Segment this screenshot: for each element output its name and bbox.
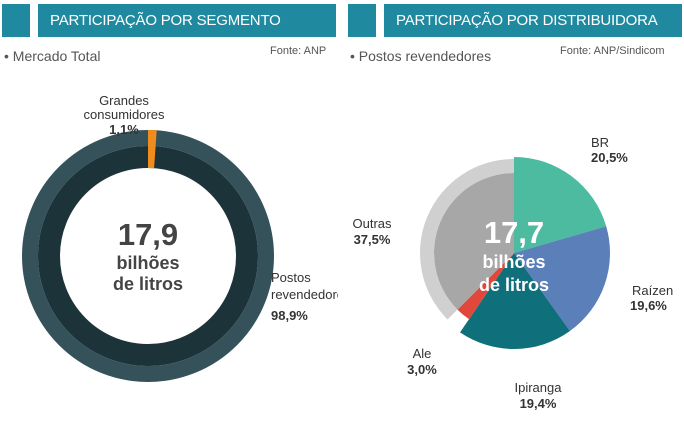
- slice-raizen: [514, 226, 610, 332]
- slice-label-outras: Outras: [352, 216, 392, 231]
- segment-source: Fonte: ANP: [270, 45, 327, 57]
- segment-center-line2: de litros: [113, 274, 183, 294]
- slice-value-ipiranga: 19,4%: [520, 396, 557, 411]
- slice-label-grandes-1: Grandes: [99, 93, 149, 108]
- slice-label-postos-1: Postos: [271, 270, 311, 285]
- slice-br: [514, 157, 607, 253]
- slice-value-ale: 3,0%: [407, 362, 437, 377]
- slice-label-ipiranga: Ipiranga: [515, 380, 563, 395]
- segment-header-bar: PARTICIPAÇÃO POR SEGMENTO: [2, 4, 336, 37]
- segment-subtitle: • Mercado Total: [4, 48, 101, 64]
- slice-value-grandes: 1,1%: [109, 122, 139, 137]
- slice-outras-rim: [420, 159, 514, 320]
- slice-label-ale: Ale: [413, 346, 432, 361]
- segment-donut-chart: 17,9 bilhões de litros Grandes consumido…: [22, 93, 338, 382]
- slice-value-outras: 37,5%: [354, 232, 391, 247]
- segment-center-number: 17,9: [118, 217, 178, 252]
- slice-ale: [457, 253, 514, 320]
- slice-label-raizen: Raízen: [632, 283, 673, 298]
- distributor-header-title: PARTICIPAÇÃO POR DISTRIBUIDORA: [396, 12, 658, 29]
- segment-header-title: PARTICIPAÇÃO POR SEGMENTO: [50, 12, 281, 29]
- slice-label-postos-2: revendedores: [271, 287, 338, 302]
- slice-value-postos: 98,9%: [271, 308, 308, 323]
- slice-value-br: 20,5%: [591, 150, 628, 165]
- slice-label-br: BR: [591, 135, 609, 150]
- segment-center-line1: bilhões: [116, 253, 179, 273]
- segment-panel: PARTICIPAÇÃO POR SEGMENTO • Mercado Tota…: [0, 0, 338, 442]
- slice-label-grandes-2: consumidores: [84, 107, 165, 122]
- distributor-header-bar: PARTICIPAÇÃO POR DISTRIBUIDORA: [348, 4, 682, 37]
- distributor-pie-chart: 17,7 bilhões de litros BR 20,5% Raízen 1…: [352, 135, 673, 411]
- slice-outras: [434, 173, 514, 310]
- slice-value-raizen: 19,6%: [630, 298, 667, 313]
- distributor-center-line2: de litros: [479, 275, 549, 295]
- distributor-center-line1: bilhões: [482, 252, 545, 272]
- slice-ipiranga: [460, 253, 570, 349]
- distributor-source: Fonte: ANP/Sindicom: [560, 45, 665, 57]
- distributor-center-number: 17,7: [484, 215, 544, 250]
- distributor-panel: PARTICIPAÇÃO POR DISTRIBUIDORA • Postos …: [346, 0, 684, 442]
- slice-grandes-consumidores: [148, 130, 157, 169]
- distributor-subtitle: • Postos revendedores: [350, 48, 492, 64]
